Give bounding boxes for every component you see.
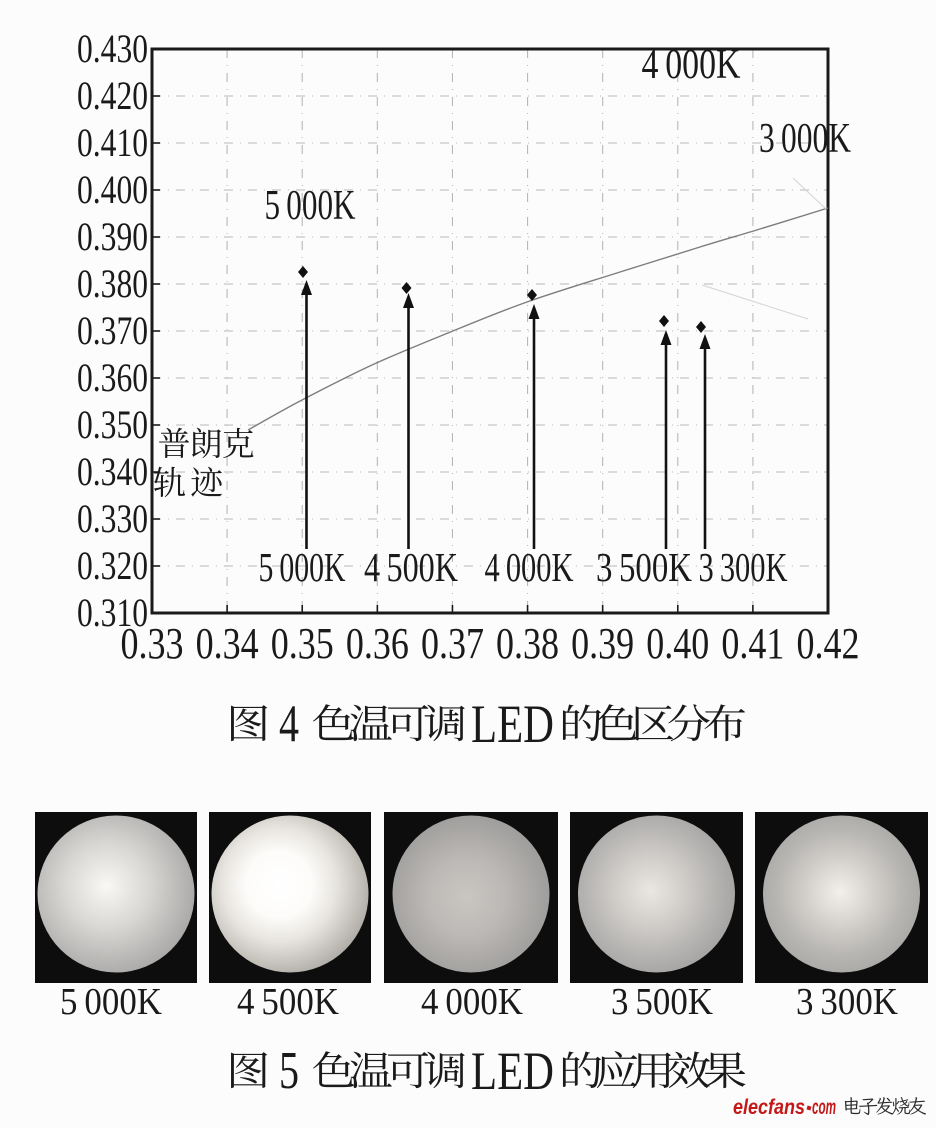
svg-text:0.410: 0.410 [77,120,148,165]
svg-text:4 000K: 4 000K [421,981,524,1023]
svg-text:0.42: 0.42 [797,619,860,668]
svg-text:0.430: 0.430 [77,26,148,71]
svg-text:5: 5 [279,1042,299,1100]
svg-text:4 000K: 4 000K [485,544,574,590]
svg-text:com: com [812,1096,836,1119]
svg-text:0.330: 0.330 [77,496,148,541]
svg-text:0.36: 0.36 [346,619,409,668]
svg-text:0.420: 0.420 [77,73,148,118]
svg-text:0.380: 0.380 [77,261,148,306]
svg-text:0.34: 0.34 [196,619,259,668]
svg-text:4 000K: 4 000K [642,42,741,88]
svg-text:0.39: 0.39 [571,619,634,668]
svg-text:0.360: 0.360 [77,355,148,400]
svg-text:3 300K: 3 300K [796,981,899,1023]
svg-text:0.33: 0.33 [121,619,184,668]
svg-text:5 000K: 5 000K [60,981,163,1023]
svg-text:0.340: 0.340 [77,449,148,494]
svg-text:0.41: 0.41 [721,619,784,668]
svg-text:0.320: 0.320 [77,543,148,588]
svg-text:LED: LED [471,694,554,754]
svg-text:3 500K: 3 500K [596,544,692,590]
svg-text:0.370: 0.370 [77,308,148,353]
svg-text:3 500K: 3 500K [611,981,714,1023]
svg-text:0.37: 0.37 [421,619,484,668]
svg-text:4 500K: 4 500K [364,544,458,590]
svg-text:elecfans: elecfans [733,1096,805,1119]
svg-text:4 500K: 4 500K [237,981,340,1023]
svg-text:0.400: 0.400 [77,167,148,212]
svg-text:0.38: 0.38 [496,619,559,668]
svg-text:0.350: 0.350 [77,402,148,447]
svg-text:3 000K: 3 000K [759,116,851,162]
svg-text:3 300K: 3 300K [699,544,788,590]
svg-text:0.40: 0.40 [646,619,709,668]
svg-text:4: 4 [279,695,299,753]
svg-text:0.390: 0.390 [77,214,148,259]
svg-text:0.35: 0.35 [271,619,334,668]
svg-text:0.310: 0.310 [77,590,148,635]
svg-text:5 000K: 5 000K [265,183,356,229]
svg-text:5 000K: 5 000K [259,544,346,590]
svg-text:LED: LED [471,1041,554,1101]
